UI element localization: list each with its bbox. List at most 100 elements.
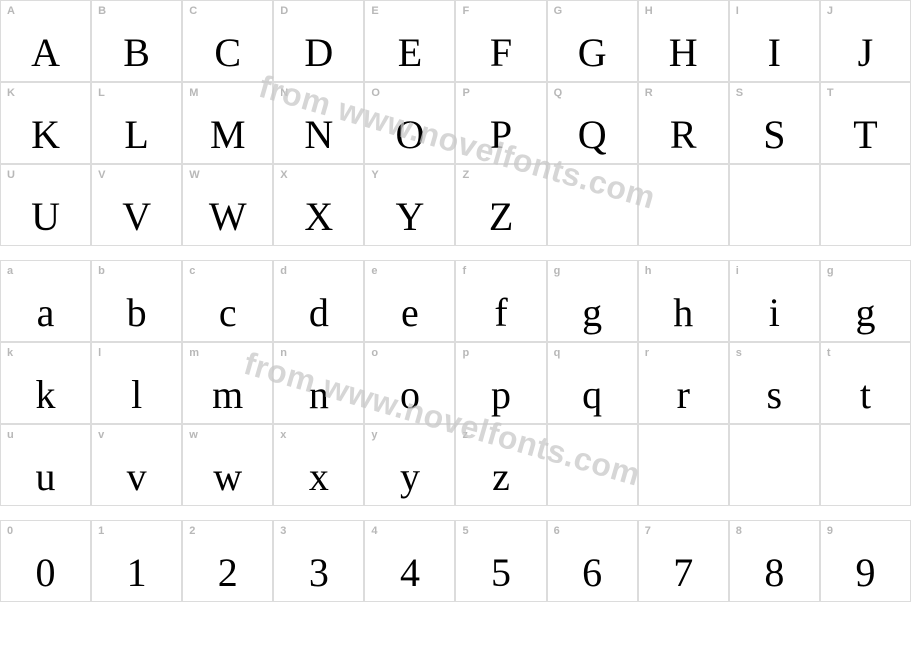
glyph-cell: zz [455,424,546,506]
cell-glyph: R [639,115,728,155]
cell-label: D [280,5,288,17]
cell-glyph: a [1,293,90,333]
glyph-cell: hh [638,260,729,342]
cell-glyph: 4 [365,553,454,593]
cell-glyph: O [365,115,454,155]
empty-cell [820,164,911,246]
cell-glyph: g [548,293,637,333]
cell-label: h [645,265,652,277]
cell-label: T [827,87,834,99]
cell-glyph: N [274,115,363,155]
cell-label: s [736,347,742,359]
cell-label: 9 [827,525,833,537]
glyph-cell: vv [91,424,182,506]
glyph-cell: 66 [547,520,638,602]
glyph-section: aabbccddeeffgghhiiggkkllmmnnooppqqrrsstt… [0,260,911,506]
empty-cell [729,164,820,246]
cell-glyph: t [821,375,910,415]
cell-label: t [827,347,831,359]
cell-glyph: 6 [548,553,637,593]
glyph-cell: 44 [364,520,455,602]
cell-label: d [280,265,287,277]
cell-label: v [98,429,104,441]
glyph-cell: UU [0,164,91,246]
cell-label: g [827,265,834,277]
glyph-cell: ee [364,260,455,342]
glyph-cell: CC [182,0,273,82]
glyph-cell: 00 [0,520,91,602]
cell-label: n [280,347,287,359]
cell-label: r [645,347,649,359]
cell-label: b [98,265,105,277]
glyph-cell: uu [0,424,91,506]
cell-label: y [371,429,377,441]
cell-label: w [189,429,198,441]
cell-label: 3 [280,525,286,537]
glyph-cell: LL [91,82,182,164]
glyph-cell: KK [0,82,91,164]
cell-label: O [371,87,380,99]
cell-label: l [98,347,101,359]
cell-glyph: u [1,457,90,497]
cell-glyph: w [183,457,272,497]
glyph-cell: 88 [729,520,820,602]
glyph-cell: ZZ [455,164,546,246]
cell-label: m [189,347,199,359]
cell-label: e [371,265,377,277]
glyph-cell: WW [182,164,273,246]
cell-glyph: i [730,293,819,333]
empty-cell [729,424,820,506]
cell-label: f [462,265,466,277]
glyph-cell: 77 [638,520,729,602]
section-spacer [0,246,911,260]
glyph-cell: GG [547,0,638,82]
glyph-cell: yy [364,424,455,506]
cell-glyph: B [92,33,181,73]
glyph-cell: dd [273,260,364,342]
glyph-cell: 99 [820,520,911,602]
cell-glyph: r [639,375,728,415]
cell-glyph: L [92,115,181,155]
cell-label: K [7,87,15,99]
cell-label: N [280,87,288,99]
cell-glyph: Q [548,115,637,155]
glyph-cell: II [729,0,820,82]
cell-label: L [98,87,105,99]
cell-glyph: y [365,457,454,497]
cell-glyph: h [639,293,728,333]
cell-glyph: A [1,33,90,73]
empty-cell [820,424,911,506]
cell-label: 2 [189,525,195,537]
cell-glyph: o [365,375,454,415]
cell-label: C [189,5,197,17]
cell-glyph: K [1,115,90,155]
cell-glyph: g [821,293,910,333]
cell-label: S [736,87,743,99]
cell-glyph: d [274,293,363,333]
cell-glyph: f [456,293,545,333]
cell-glyph: 7 [639,553,728,593]
cell-label: U [7,169,15,181]
cell-glyph: 8 [730,553,819,593]
glyph-cell: ss [729,342,820,424]
cell-label: k [7,347,13,359]
cell-glyph: T [821,115,910,155]
glyph-cell: TT [820,82,911,164]
empty-cell [547,164,638,246]
glyph-cell: ww [182,424,273,506]
glyph-cell: 11 [91,520,182,602]
cell-glyph: P [456,115,545,155]
cell-label: W [189,169,199,181]
cell-glyph: Y [365,197,454,237]
cell-glyph: m [183,375,272,415]
cell-glyph: V [92,197,181,237]
cell-label: 1 [98,525,104,537]
cell-glyph: e [365,293,454,333]
cell-label: q [554,347,561,359]
cell-glyph: 0 [1,553,90,593]
font-character-chart: AABBCCDDEEFFGGHHIIJJKKLLMMNNOOPPQQRRSSTT… [0,0,911,602]
glyph-cell: xx [273,424,364,506]
cell-label: P [462,87,469,99]
cell-label: u [7,429,14,441]
cell-glyph: W [183,197,272,237]
